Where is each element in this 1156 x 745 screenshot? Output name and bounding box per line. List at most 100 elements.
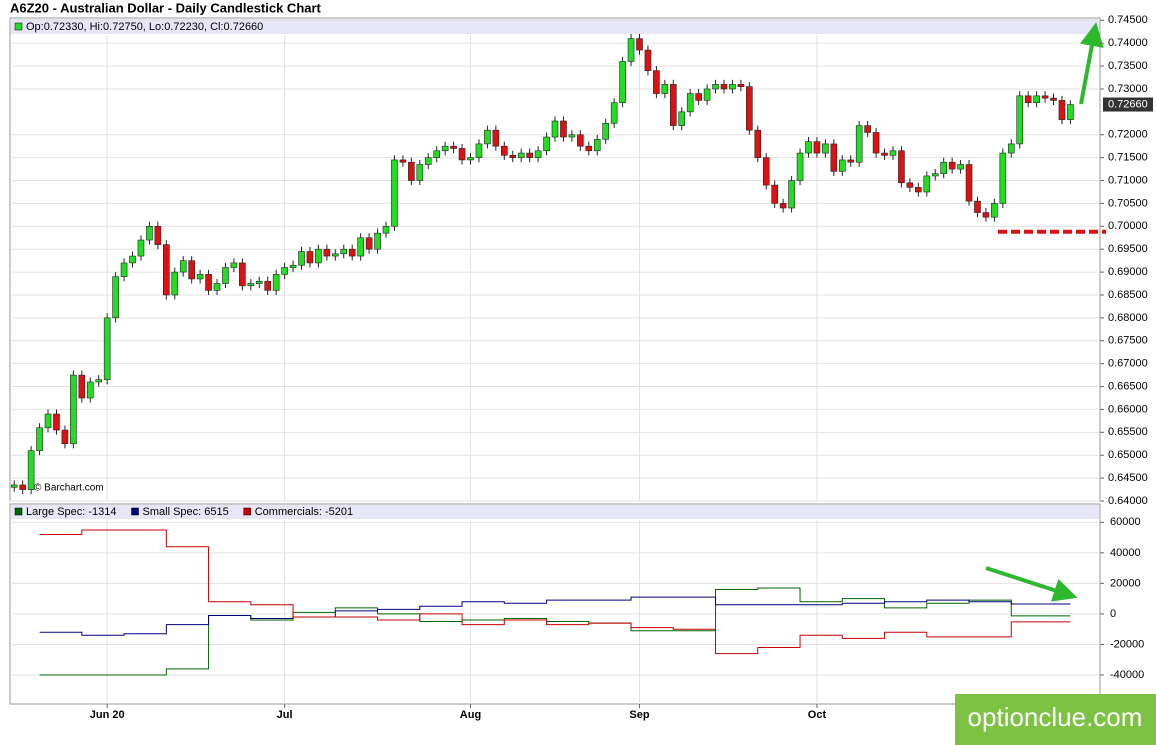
candle-body: [729, 84, 736, 90]
candle-body: [247, 283, 255, 287]
candle-body: [179, 260, 187, 273]
candle-body: [10, 484, 18, 488]
candle-body: [408, 161, 415, 181]
candle-body: [70, 374, 77, 445]
y-tick-label: 0.64500: [1108, 472, 1148, 484]
candle-body: [433, 150, 441, 158]
candle-body: [1007, 143, 1015, 154]
candle-body: [424, 157, 432, 165]
last-price-label: 0.72660: [1108, 98, 1148, 110]
y-tick-label: 0.67000: [1108, 358, 1148, 370]
cot-line: [39, 596, 1071, 636]
candle-body: [213, 283, 221, 291]
candle-body: [864, 125, 871, 133]
x-tick-label: Aug: [460, 709, 481, 721]
candle-body: [475, 143, 483, 158]
candle-body: [188, 260, 195, 280]
candle-body: [517, 152, 525, 158]
candle-body: [644, 49, 652, 71]
candle-body: [1041, 95, 1049, 99]
candle-body: [881, 152, 888, 156]
candle-body: [889, 150, 897, 156]
candle-body: [957, 164, 964, 170]
candle-body: [712, 84, 719, 90]
legend-swatch: [131, 507, 139, 516]
candle-body: [239, 262, 246, 287]
candle-body: [560, 120, 567, 138]
y-tick-label: 0.71000: [1108, 174, 1148, 186]
y-tick-label: 0.73500: [1108, 60, 1148, 72]
candle-body: [619, 61, 626, 103]
candle-body: [805, 141, 812, 154]
candle-body: [196, 274, 204, 280]
candle-body: [593, 139, 601, 152]
x-tick-label: Oct: [808, 709, 827, 721]
y-tick-label: 20000: [1110, 577, 1141, 589]
y-tick-label: -20000: [1110, 638, 1144, 650]
candle-body: [898, 150, 905, 184]
candle-body: [1033, 95, 1040, 103]
y-tick-label: 0.73000: [1108, 83, 1148, 95]
candle-body: [788, 180, 795, 209]
candle-body: [965, 164, 973, 202]
y-tick-label: 0.71500: [1108, 152, 1148, 164]
candle-body: [171, 271, 179, 296]
legend-swatch: [14, 22, 23, 31]
candle-body: [686, 93, 694, 113]
y-tick-label: 0.64000: [1108, 495, 1148, 507]
legend-label: Commercials: -5201: [255, 506, 353, 518]
candle-body: [484, 129, 491, 145]
candle-body: [779, 203, 787, 209]
candle-body: [1016, 95, 1024, 145]
candle-body: [230, 262, 238, 268]
candle-body: [492, 129, 500, 147]
candle-body: [602, 122, 609, 140]
candle-body: [289, 264, 297, 268]
candle-body: [653, 70, 660, 94]
candle-body: [931, 173, 939, 177]
watermark: optionclue.com: [968, 702, 1143, 732]
candle-body: [222, 267, 229, 284]
legend-label: Large Spec: -1314: [26, 506, 117, 518]
cot-line: [39, 529, 1071, 655]
cot-panel: [9, 503, 1101, 705]
candle-body: [695, 93, 702, 101]
candle-body: [915, 187, 922, 193]
candle-body: [53, 413, 60, 431]
x-tick-label: Jul: [277, 709, 293, 721]
candle-body: [737, 84, 745, 87]
candle-body: [323, 248, 331, 257]
candle-body: [340, 248, 348, 255]
candle-body: [822, 143, 829, 154]
y-tick-label: 40000: [1110, 547, 1141, 559]
candle-body: [112, 276, 119, 319]
candle-body: [568, 134, 576, 138]
candle-body: [120, 262, 128, 277]
y-tick-label: 0.68500: [1108, 289, 1148, 301]
candle-body: [720, 84, 728, 90]
candle-body: [509, 155, 517, 158]
candle-body: [78, 374, 86, 399]
candle-body: [146, 226, 153, 241]
candle-body: [399, 159, 407, 163]
candle-body: [416, 164, 424, 181]
candle-body: [982, 212, 990, 218]
candle-body: [1067, 104, 1074, 120]
candle-body: [458, 148, 466, 161]
candle-body: [661, 84, 669, 94]
candle-body: [365, 237, 373, 250]
candle-body: [940, 161, 947, 174]
y-tick-label: 0.65000: [1108, 449, 1148, 461]
candle-body: [61, 429, 69, 445]
candle-body: [315, 248, 322, 264]
marks: [10, 34, 1074, 676]
candle-body: [27, 450, 35, 490]
candle-body: [306, 251, 314, 264]
candle-body: [154, 226, 162, 245]
candle-body: [577, 134, 584, 147]
candle-body: [205, 274, 212, 291]
candle-body: [948, 161, 956, 170]
x-tick-label: Sep: [629, 709, 649, 721]
